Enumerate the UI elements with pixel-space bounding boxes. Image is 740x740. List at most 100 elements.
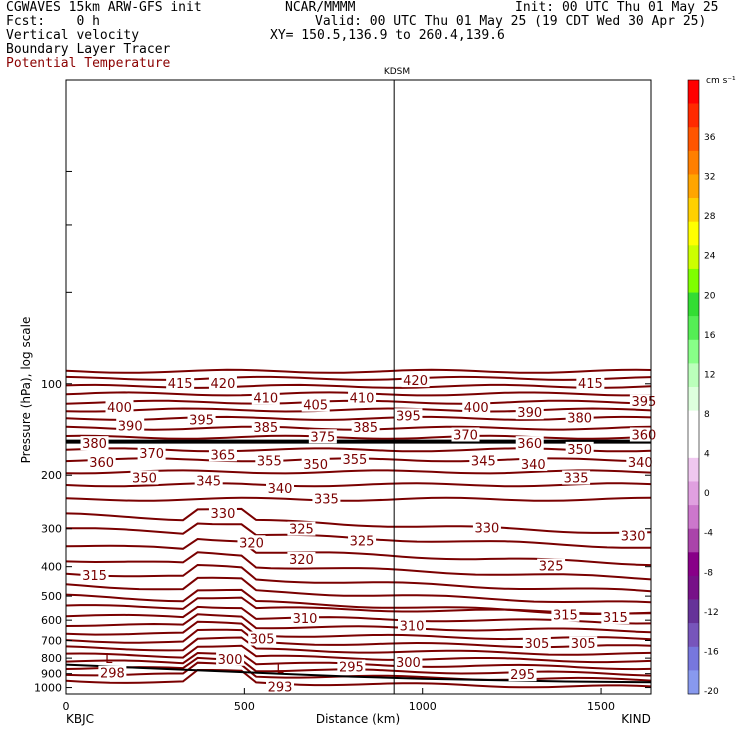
theta-contour (65, 383, 652, 389)
colorbar-swatch (688, 174, 699, 199)
y-tick-label: 200 (41, 469, 62, 482)
theta-label: 380 (82, 437, 107, 452)
theta-label: 395 (396, 409, 421, 424)
theta-label-bg (337, 659, 366, 674)
theta-label: 350 (303, 458, 328, 473)
theta-label: 300 (396, 656, 421, 671)
colorbar-swatch (688, 599, 699, 624)
theta-label: 405 (303, 399, 328, 414)
theta-contour (65, 628, 652, 649)
colorbar-swatch (688, 292, 699, 317)
theta-label-bg (348, 390, 377, 405)
theta-contour (65, 496, 652, 502)
theta-label-bg (472, 520, 501, 535)
theta-label: 295 (510, 668, 535, 683)
theta-label: 320 (239, 536, 264, 551)
theta-label: 420 (211, 377, 236, 392)
colorbar-swatch (688, 268, 699, 293)
colorbar-swatch (688, 103, 699, 128)
theta-contour (65, 644, 652, 664)
theta-label: 325 (539, 560, 564, 575)
theta-label: 330 (475, 522, 500, 537)
theta-label-bg (348, 533, 377, 548)
colorbar-swatch (688, 434, 699, 459)
theta-label-bg (551, 607, 580, 622)
theta-label: 340 (268, 482, 293, 497)
colorbar-swatch (688, 198, 699, 222)
theta-contour (65, 620, 652, 641)
y-tick-label: 400 (41, 561, 62, 574)
theta-label-bg (98, 665, 127, 680)
theta-label-bg (208, 447, 237, 462)
colorbar-label: 36 (704, 133, 716, 143)
low-label: L (105, 652, 113, 667)
colorbar: 36 32 28 24 20 16 12 8 4 0 -4 -8 -12 -16 -20 (687, 79, 719, 697)
theta-label-bg (569, 636, 598, 651)
theta-label-bg (565, 441, 594, 456)
colorbar-label: 12 (704, 370, 715, 380)
colorbar-label: 28 (704, 212, 716, 222)
theta-label-bg (301, 397, 330, 412)
theta-label: 350 (567, 443, 592, 458)
theta-contour (65, 613, 652, 634)
theta-label-bg (565, 410, 594, 425)
colorbar-swatch (688, 528, 699, 553)
theta-label-bg (519, 456, 548, 471)
theta-label-bg (251, 420, 280, 435)
theta-label: 370 (139, 447, 164, 462)
theta-label-bg (208, 505, 237, 520)
theta-label: 320 (289, 553, 314, 568)
marker-label: KDSM (384, 67, 410, 77)
theta-label-bg (208, 375, 237, 390)
theta-label: 360 (89, 456, 114, 471)
theta-label: 305 (250, 633, 275, 648)
valid-time: Valid: 00 UTC Thu 01 May 25 (19 CDT Wed … (315, 14, 707, 29)
theta-label: 395 (189, 413, 214, 428)
forecast-hour: Fcst: 0 h (6, 14, 100, 29)
y-tick-label: 800 (41, 652, 62, 665)
theta-label: 305 (524, 637, 549, 652)
theta-contour (65, 407, 652, 413)
theta-label: 305 (571, 637, 596, 652)
theta-label: 395 (631, 395, 656, 410)
theta-label-bg (508, 667, 537, 682)
theta-label: 365 (211, 448, 236, 463)
theta-label: 310 (400, 620, 425, 635)
theta-label: 340 (628, 456, 653, 471)
theta-contour (65, 375, 652, 381)
theta-label-bg (394, 654, 423, 669)
x-tick-label: 1500 (587, 700, 615, 713)
theta-label: 390 (118, 419, 143, 434)
colorbar-swatch (688, 575, 699, 600)
x-tick-label: 500 (234, 700, 255, 713)
theta-label-bg (290, 611, 319, 626)
theta-contour (65, 368, 652, 374)
theta-label-bg (301, 456, 330, 471)
colorbar-swatch (688, 670, 699, 695)
y-tick-label: 600 (41, 614, 62, 627)
y-tick-label: 900 (41, 668, 62, 681)
theta-label-bg (194, 473, 223, 488)
theta-contour (65, 551, 652, 581)
colorbar-swatch (688, 552, 699, 577)
theta-label-bg (601, 609, 630, 624)
theta-label: 420 (403, 374, 428, 389)
colorbar-label: -8 (704, 568, 713, 578)
theta-label: 400 (107, 401, 132, 416)
theta-label-bg (308, 429, 337, 444)
theta-label-bg (266, 480, 295, 495)
theta-label: 355 (257, 454, 282, 469)
plot-border (65, 79, 652, 695)
theta-label: 400 (464, 401, 489, 416)
colorbar-label: 20 (704, 291, 716, 301)
y-tick-label: 500 (41, 590, 62, 603)
theta-label-bg (562, 470, 591, 485)
theta-label-bg (166, 375, 195, 390)
theta-label-bg (340, 451, 369, 466)
theta-label-bg (515, 436, 544, 451)
theta-label: 385 (353, 421, 378, 436)
y-tick-label: 300 (41, 523, 62, 536)
theta-label: 345 (471, 454, 496, 469)
theta-contour (65, 415, 652, 421)
theta-label-bg (287, 551, 316, 566)
